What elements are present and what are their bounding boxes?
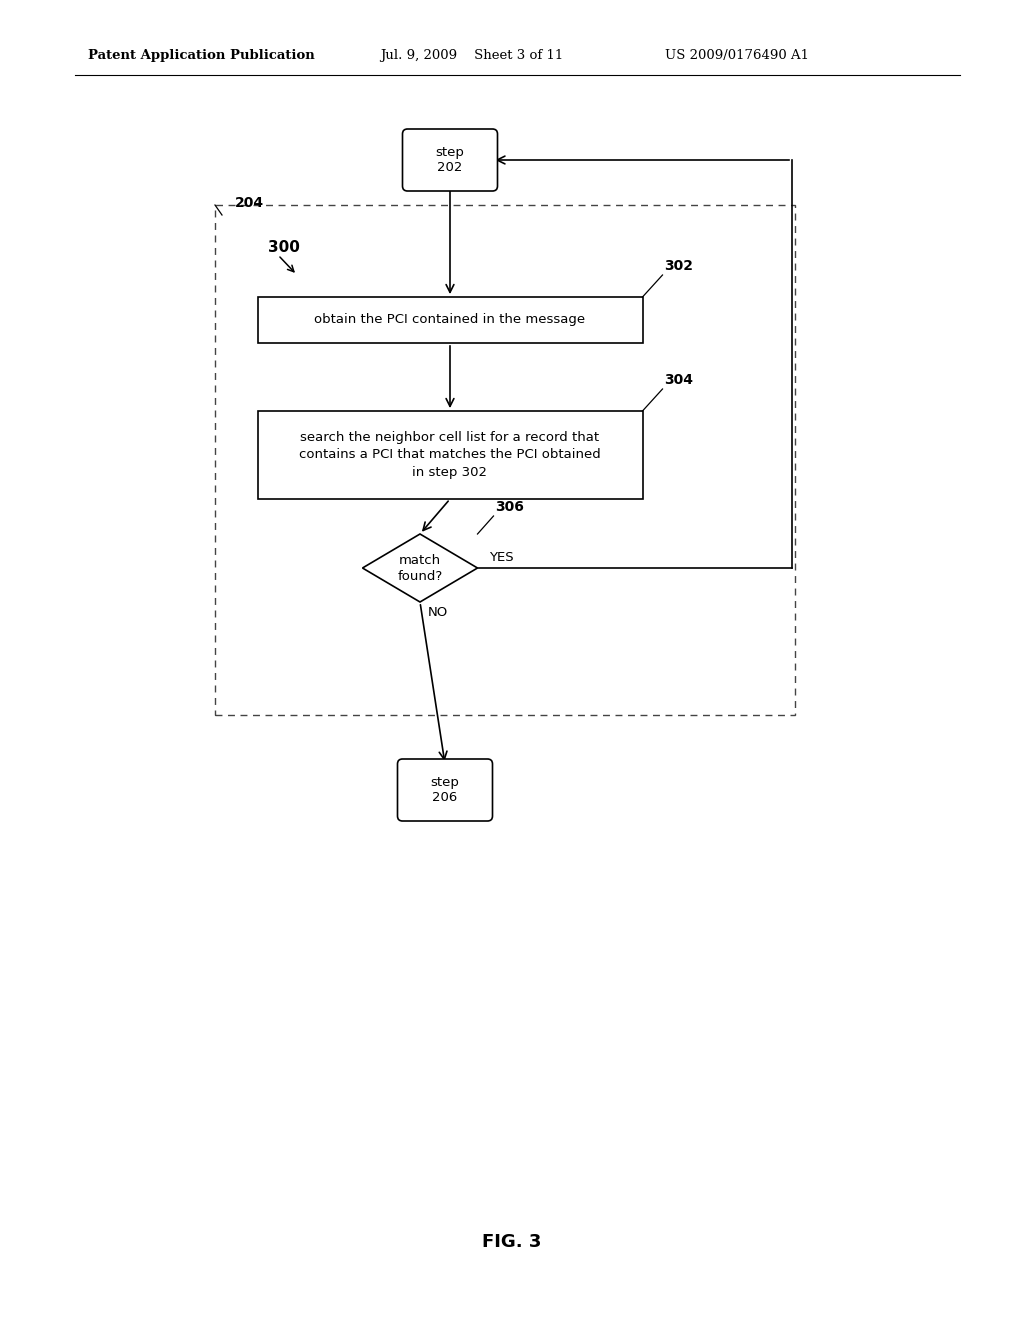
Text: 300: 300 <box>268 240 300 255</box>
Text: search the neighbor cell list for a record that
contains a PCI that matches the : search the neighbor cell list for a reco… <box>299 432 601 479</box>
Text: FIG. 3: FIG. 3 <box>482 1233 542 1251</box>
Bar <box>215 205 795 715</box>
FancyBboxPatch shape <box>397 759 493 821</box>
Text: Jul. 9, 2009    Sheet 3 of 11: Jul. 9, 2009 Sheet 3 of 11 <box>380 49 563 62</box>
FancyBboxPatch shape <box>402 129 498 191</box>
Text: step
206: step 206 <box>430 776 460 804</box>
Text: NO: NO <box>428 606 449 619</box>
Text: 204: 204 <box>234 195 264 210</box>
Text: 302: 302 <box>665 259 693 273</box>
Bar <box>257 411 642 499</box>
Text: match
found?: match found? <box>397 553 442 582</box>
Text: YES: YES <box>489 550 514 564</box>
Text: 304: 304 <box>665 374 693 387</box>
Text: US 2009/0176490 A1: US 2009/0176490 A1 <box>665 49 809 62</box>
Bar <box>257 297 642 343</box>
Text: step
202: step 202 <box>435 147 465 174</box>
Text: 306: 306 <box>496 500 524 513</box>
Text: obtain the PCI contained in the message: obtain the PCI contained in the message <box>314 314 586 326</box>
Polygon shape <box>362 535 477 602</box>
Text: Patent Application Publication: Patent Application Publication <box>88 49 314 62</box>
